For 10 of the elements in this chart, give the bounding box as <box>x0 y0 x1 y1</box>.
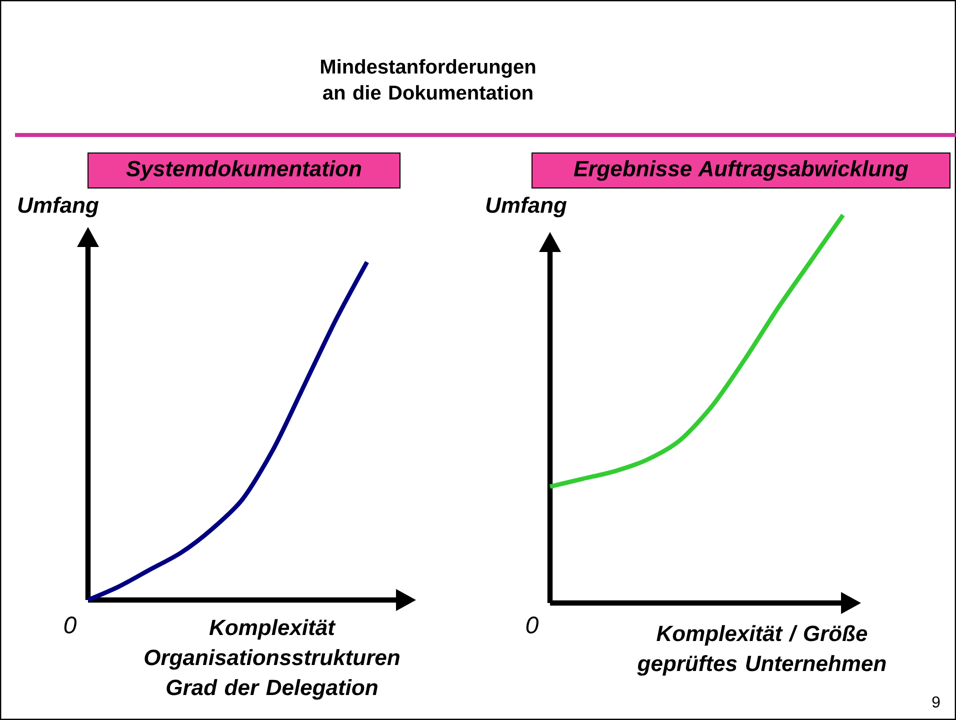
text: 9 <box>932 696 940 708</box>
y-axis-title: Umfang <box>486 196 567 218</box>
chart-title: Ergebnisse Auftragsabwicklung <box>574 160 908 181</box>
text: 0 <box>64 616 76 634</box>
x-axis-title: Komplexität Organisationsstrukturen Grad der Delegation <box>144 619 400 700</box>
text: 0 <box>526 616 538 634</box>
text: Mindestanforderungen an die Dokumentation <box>321 59 536 100</box>
y-axis-title: Umfang <box>18 196 99 218</box>
chart-title: Systemdokumentation <box>126 160 362 181</box>
x-axis-title: Komplexität / Größe geprüftes Unternehmen <box>637 625 886 676</box>
